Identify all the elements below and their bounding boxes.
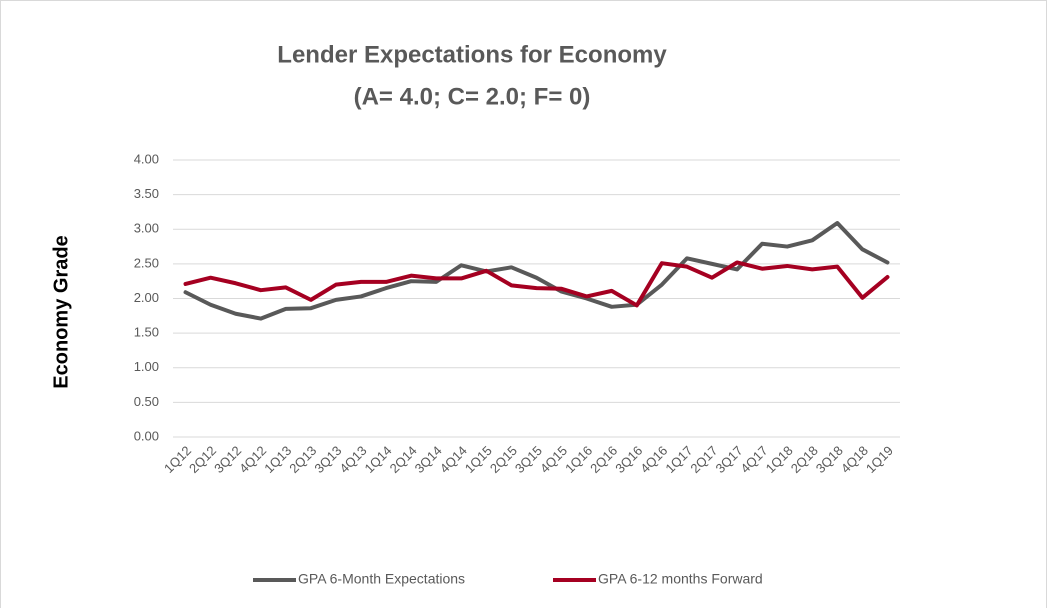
y-tick-label: 3.50 xyxy=(134,186,159,201)
legend-label: GPA 6-12 months Forward xyxy=(598,571,763,587)
y-tick-label: 4.00 xyxy=(134,151,159,166)
y-axis-label: Economy Grade xyxy=(50,235,72,388)
y-tick-label: 0.50 xyxy=(134,394,159,409)
y-tick-label: 0.00 xyxy=(134,428,159,443)
y-tick-label: 3.00 xyxy=(134,221,159,236)
y-tick-label: 1.00 xyxy=(134,359,159,374)
series-line xyxy=(183,260,890,308)
chart-title: (A= 4.0; C= 2.0; F= 0) xyxy=(354,83,591,110)
y-tick-label: 1.50 xyxy=(134,325,159,340)
y-tick-label: 2.00 xyxy=(134,290,159,305)
y-tick-label: 2.50 xyxy=(134,255,159,270)
legend-label: GPA 6-Month Expectations xyxy=(298,571,465,587)
chart-title: Lender Expectations for Economy xyxy=(277,41,667,68)
series-line xyxy=(183,221,890,321)
